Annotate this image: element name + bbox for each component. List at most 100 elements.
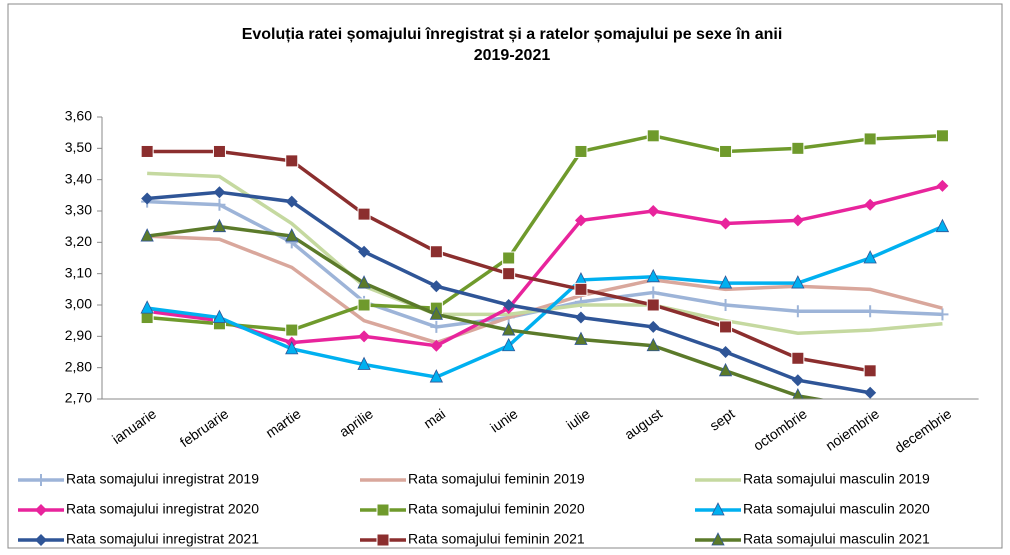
marker [718, 275, 733, 289]
marker [646, 129, 660, 143]
marker [936, 179, 949, 192]
marker [791, 275, 805, 289]
marker [212, 218, 227, 233]
y-tick-label: 3,40 [65, 170, 92, 186]
marker [791, 351, 805, 365]
marker [429, 369, 443, 383]
marker [35, 474, 47, 486]
marker [935, 129, 949, 143]
marker [212, 144, 226, 158]
marker [358, 245, 371, 258]
marker [357, 356, 371, 370]
marker [792, 387, 804, 399]
marker [502, 322, 516, 336]
legend-label: Rata somajului inregistrat 2019 [66, 471, 259, 487]
y-tick-label: 3,50 [65, 139, 92, 155]
series-line [146, 134, 943, 332]
marker [574, 214, 587, 227]
marker [285, 195, 298, 208]
marker [863, 250, 877, 264]
marker [936, 308, 949, 321]
legend-label: Rata somajului feminin 2020 [408, 501, 585, 517]
marker [864, 386, 877, 399]
marker [502, 251, 516, 265]
marker [719, 346, 732, 358]
marker [647, 320, 660, 333]
y-tick-label: 3,30 [65, 202, 92, 218]
marker [430, 339, 443, 352]
marker [863, 132, 877, 146]
marker [213, 198, 226, 211]
legend-label: Rata somajului masculin 2020 [743, 501, 930, 517]
marker [357, 298, 371, 312]
marker [935, 218, 950, 233]
marker [35, 504, 47, 516]
marker [429, 245, 443, 259]
marker [646, 337, 660, 352]
marker [285, 323, 299, 337]
marker [376, 533, 390, 547]
y-tick-label: 3,60 [65, 108, 92, 124]
y-tick-label: 3,10 [65, 264, 92, 280]
y-tick-label: 2,90 [65, 327, 92, 343]
marker [502, 267, 516, 281]
marker [791, 141, 805, 155]
marker [430, 320, 443, 333]
legend-label: Rata somajului masculin 2021 [743, 531, 930, 547]
marker [719, 320, 733, 334]
marker [864, 198, 877, 211]
marker [646, 298, 660, 312]
marker [376, 503, 390, 517]
marker [140, 228, 154, 242]
marker [574, 144, 588, 158]
marker [141, 192, 154, 205]
marker [647, 205, 660, 217]
marker [285, 228, 299, 242]
marker [212, 309, 227, 323]
marker [358, 330, 371, 343]
legend-label: Rata somajului masculin 2019 [743, 471, 930, 487]
legend-label: Rata somajului inregistrat 2021 [66, 531, 259, 547]
marker [140, 144, 154, 158]
y-tick-label: 3,20 [65, 233, 92, 249]
chart-title: Evoluția ratei șomajului înregistrat și … [242, 26, 783, 43]
marker [574, 311, 587, 324]
marker [574, 282, 588, 296]
legend-label: Rata somajului feminin 2021 [408, 531, 585, 547]
marker [502, 337, 516, 352]
marker [140, 300, 154, 314]
marker [574, 331, 588, 345]
marker [647, 286, 660, 299]
plot-area [140, 129, 950, 399]
y-tick-label: 3,00 [65, 296, 92, 312]
y-tick-label: 2,80 [65, 358, 92, 374]
marker [285, 340, 299, 355]
marker [711, 532, 725, 546]
marker [35, 534, 47, 546]
marker [719, 217, 732, 230]
marker [718, 362, 733, 377]
marker [791, 214, 804, 227]
marker [430, 280, 443, 293]
chart-title: 2019-2021 [474, 47, 551, 64]
marker [864, 305, 877, 318]
y-tick-label: 2,70 [65, 390, 92, 406]
marker [213, 186, 226, 199]
marker [719, 299, 732, 311]
marker [719, 144, 733, 158]
marker [285, 154, 299, 168]
series-line [146, 184, 943, 348]
legend-label: Rata somajului inregistrat 2020 [66, 501, 259, 517]
series-line [147, 234, 943, 345]
marker [711, 502, 725, 516]
marker [357, 275, 371, 289]
marker [791, 374, 804, 387]
marker [357, 207, 371, 221]
marker [502, 299, 515, 311]
marker [429, 306, 443, 320]
legend-label: Rata somajului feminin 2019 [408, 471, 585, 487]
marker [646, 268, 660, 283]
marker [863, 364, 877, 378]
marker [791, 305, 804, 318]
